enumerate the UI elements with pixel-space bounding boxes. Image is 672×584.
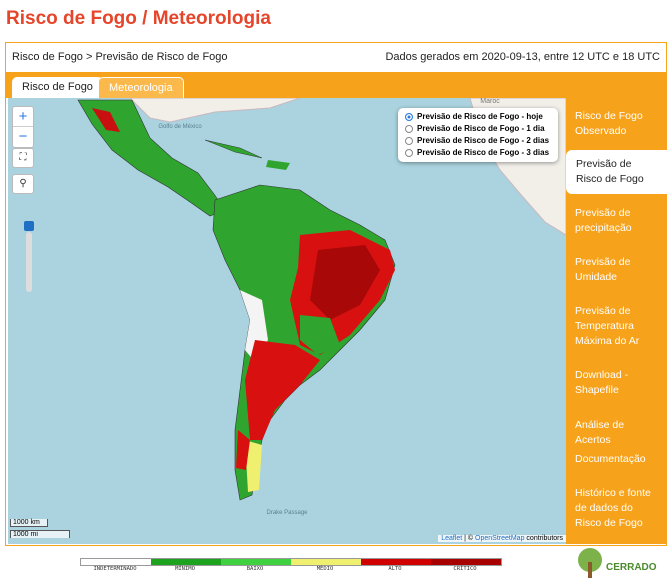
logo-icon [578,548,602,578]
search-button[interactable]: ⚲ [12,174,34,194]
layer-label: Previsão de Risco de Fogo - 1 dia [417,124,545,133]
scale-mi: 1000 mi [10,530,70,538]
fire-area [236,430,250,470]
menu-item[interactable]: Histórico e fonte de dados do Risco de F… [575,487,651,529]
map-label: Drake Passage [266,510,308,516]
legend-label: MÉDIO [316,566,334,572]
zoom-in[interactable]: + [13,107,33,127]
map-label: Maroc [480,98,500,105]
panel-frame [5,42,667,546]
breadcrumb: Risco de Fogo > Previsão de Risco de Fog… [12,51,228,63]
page-title: Risco de Fogo / Meteorologia [6,8,271,29]
legend-swatch [291,559,361,565]
layer-control: Previsão de Risco de Fogo - hoje Previsã… [398,108,558,162]
opacity-slider[interactable] [26,232,32,292]
zoom-control: + − [12,106,34,148]
caribbean [266,160,290,170]
radio[interactable] [405,148,413,157]
attribution: Leaflet | © OpenStreetMap contributors [438,535,566,542]
map[interactable]: Golfo de México Maroc Drake Passage [8,98,566,544]
legend-swatch [361,559,431,565]
menu-item[interactable]: Documentação [575,453,646,465]
radio[interactable] [405,112,413,121]
legend-bar [80,558,502,566]
layer-option[interactable]: Previsão de Risco de Fogo - 3 dias [405,148,549,157]
north-america [129,98,301,123]
menu-item[interactable]: Análise de Acertos [575,419,625,446]
layer-label: Previsão de Risco de Fogo - 2 dias [417,136,550,145]
zoom-out[interactable]: − [18,128,28,145]
legend-swatch [221,559,291,565]
attribution-link[interactable]: Leaflet [441,535,463,542]
legend-label: INDETERMINADO [93,566,137,572]
legend-label: BAIXO [246,566,264,572]
layer-option[interactable]: Previsão de Risco de Fogo - 2 dias [405,136,549,145]
tab[interactable]: Meteorologia [98,77,184,99]
legend-label: ALTO [388,566,402,572]
logo-text: CERRADO [606,562,657,573]
attribution-text: contributors [526,535,563,542]
layer-option[interactable]: Previsão de Risco de Fogo - 1 dia [405,124,545,133]
legend-swatch [151,559,221,565]
menu-item[interactable]: Previsão de Temperatura Máxima do Ar [575,305,640,347]
yellow-area [245,440,262,492]
layer-option[interactable]: Previsão de Risco de Fogo - hoje [405,112,543,121]
legend-label: MÍNIMO [175,566,195,572]
layer-label: Previsão de Risco de Fogo - 3 dias [417,148,550,157]
fire-area [245,340,320,440]
radio[interactable] [405,124,413,133]
land-green [300,315,340,355]
layer-label: Previsão de Risco de Fogo - hoje [417,112,543,121]
legend-swatch [431,559,501,565]
caribbean [204,139,263,159]
radio[interactable] [405,136,413,145]
legend-label: CRÍTICO [453,566,477,572]
fire-area [92,108,120,132]
tab[interactable]: Risco de Fogo [12,77,103,98]
attribution-text: | © [464,535,474,542]
fire-area [310,245,380,320]
attribution-link[interactable]: OpenStreetMap [475,535,525,542]
fullscreen-button[interactable]: ⛶ [12,148,34,168]
menu-item[interactable]: Risco de Fogo Observado [575,110,643,137]
menu-item[interactable]: Download - Shapefile [575,369,629,396]
map-label: Golfo de México [158,124,202,130]
legend-swatch [81,559,151,565]
slider-knob[interactable] [24,221,34,231]
menu-item-selected[interactable]: Previsão de Risco de Fogo [566,150,668,194]
scale-km: 1000 km [10,519,48,527]
generated-info: Dados gerados em 2020-09-13, entre 12 UT… [385,51,660,63]
menu-item[interactable]: Previsão de Umidade [575,256,631,283]
menu-item[interactable]: Previsão de precipitação [575,207,632,234]
